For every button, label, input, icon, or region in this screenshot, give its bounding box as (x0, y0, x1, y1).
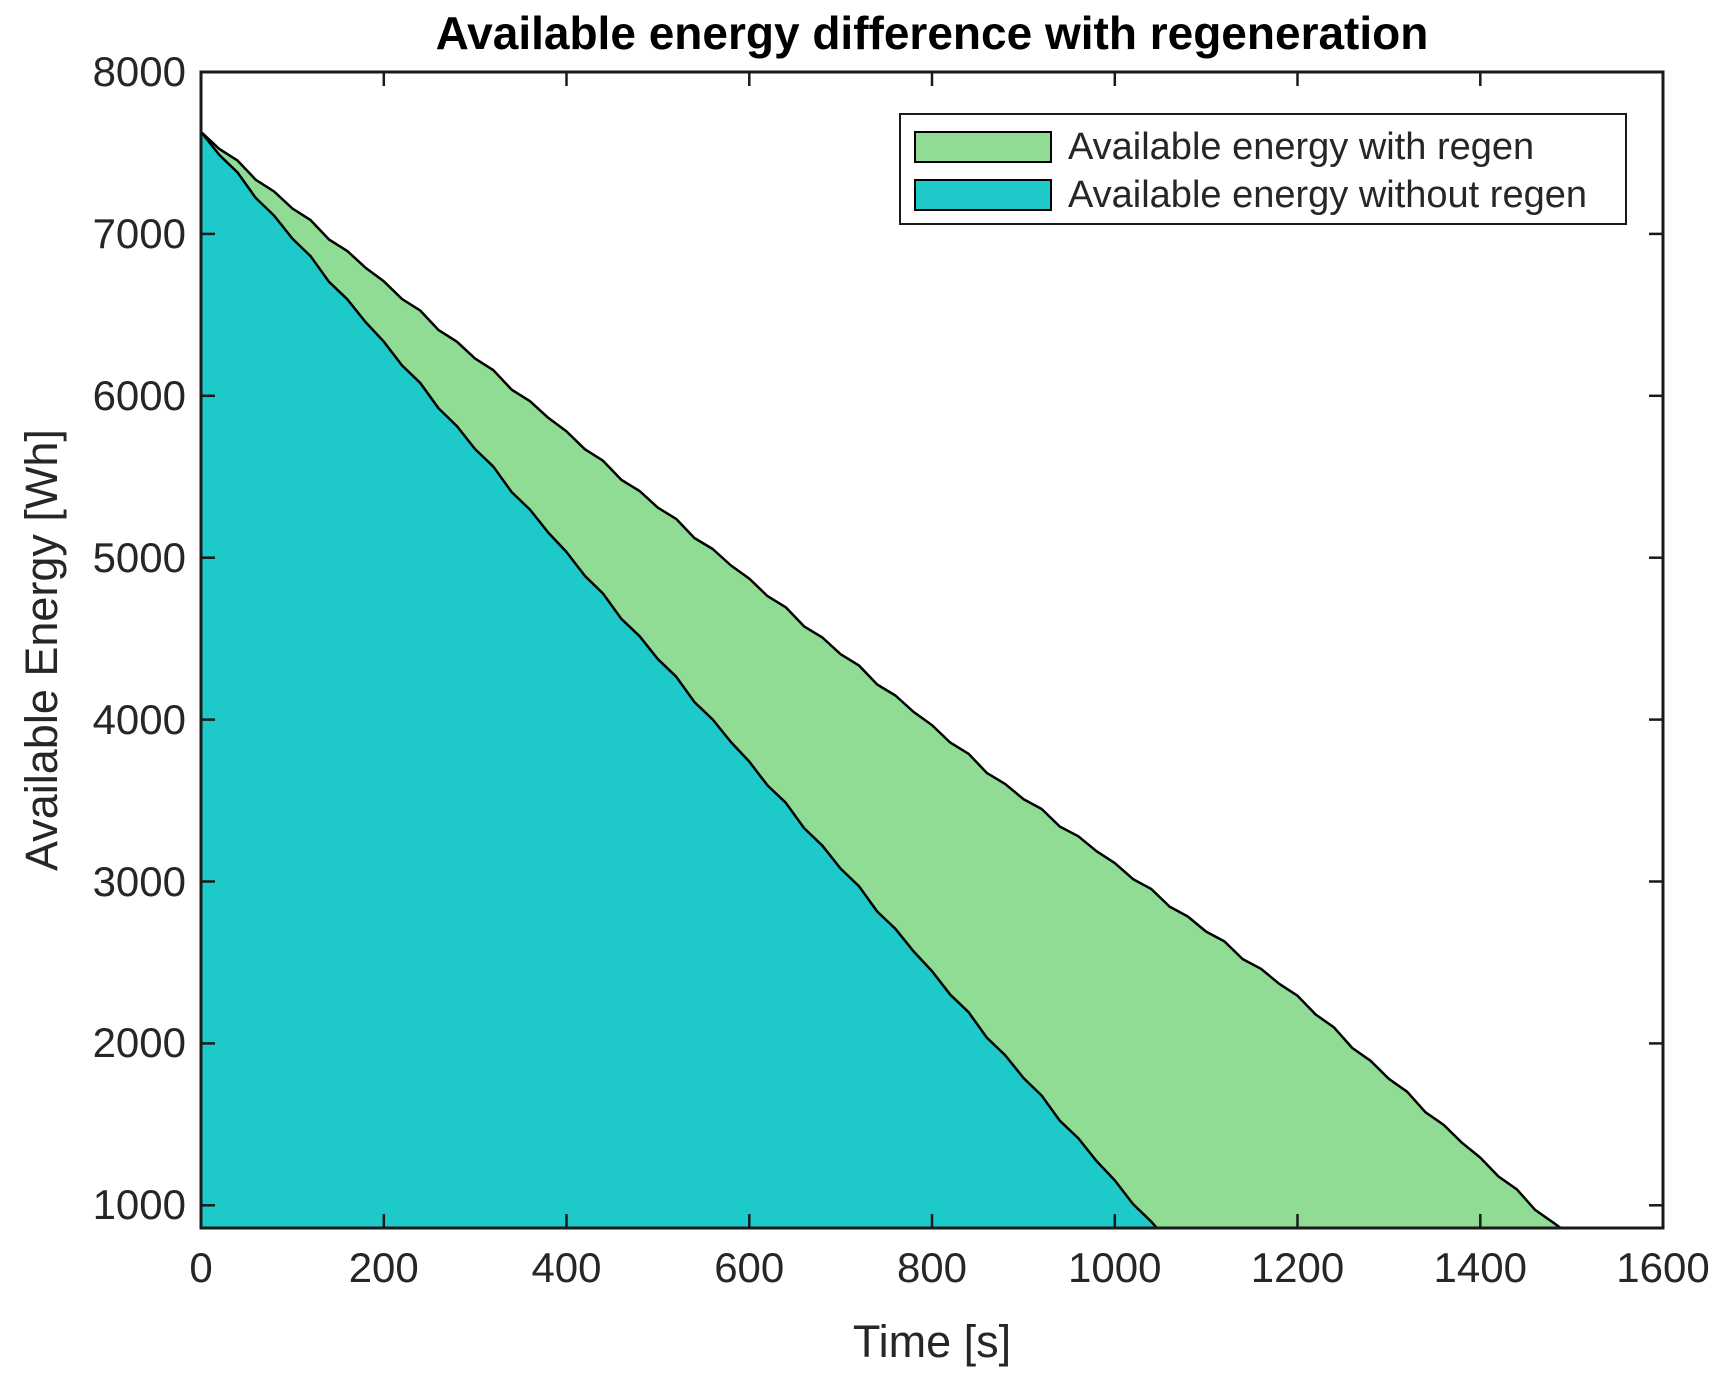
y-axis-label: Available Energy [Wh] (16, 429, 67, 871)
y-tick-label: 6000 (92, 371, 186, 419)
area-series-without-regen (199, 130, 1159, 1230)
chart-title: Available energy difference with regener… (435, 7, 1429, 59)
x-tick-label: 0 (189, 1244, 213, 1291)
x-tick-label: 1600 (1616, 1244, 1710, 1291)
legend-swatch-with-regen (914, 131, 1052, 163)
x-tick-label: 200 (348, 1244, 419, 1291)
y-tick-label: 4000 (92, 695, 186, 743)
x-axis-label: Time [s] (852, 1316, 1012, 1367)
x-tick-label: 1400 (1433, 1244, 1527, 1291)
y-tick-label: 7000 (92, 209, 186, 257)
x-tick-label: 1200 (1250, 1244, 1345, 1291)
x-tick-label: 400 (531, 1244, 602, 1291)
legend: Available energy with regen Available en… (899, 113, 1627, 225)
legend-item-without-regen: Available energy without regen (914, 174, 1587, 216)
legend-label-with-regen: Available energy with regen (1068, 126, 1535, 168)
y-tick-label: 8000 (92, 48, 186, 95)
legend-label-without-regen: Available energy without regen (1068, 174, 1587, 216)
y-tick-label: 5000 (92, 533, 186, 581)
x-tick-label: 800 (896, 1244, 968, 1291)
legend-swatch-without-regen (914, 179, 1052, 211)
x-tick-label: 600 (714, 1244, 785, 1291)
y-tick-label: 1000 (92, 1181, 186, 1229)
y-tick-label: 2000 (92, 1019, 186, 1067)
y-tick-label: 3000 (92, 857, 186, 905)
legend-item-with-regen: Available energy with regen (914, 126, 1535, 168)
x-tick-label: 1000 (1068, 1244, 1162, 1291)
